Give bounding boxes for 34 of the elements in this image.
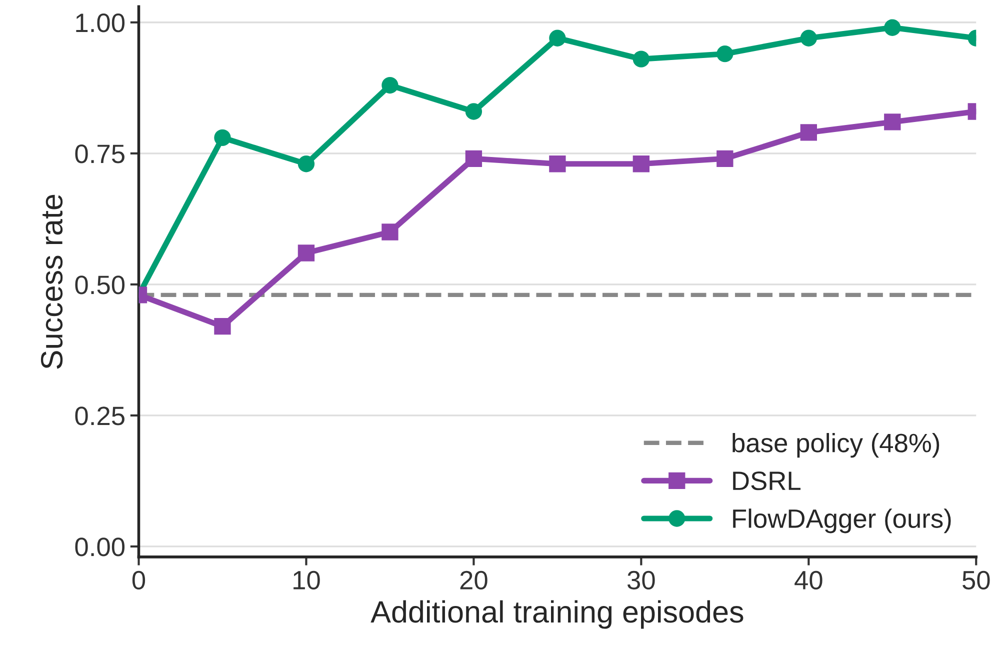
x-tick-label: 20	[460, 570, 488, 590]
legend-label: FlowDAgger (ours)	[733, 508, 951, 534]
point	[884, 114, 901, 130]
point	[465, 150, 482, 167]
point	[298, 244, 315, 262]
point	[632, 50, 650, 68]
y-axis-title: Success rate	[40, 194, 63, 369]
point	[716, 46, 734, 62]
point	[214, 129, 231, 146]
point	[800, 30, 817, 46]
x-tick-label: 40	[794, 570, 822, 590]
point	[382, 224, 398, 240]
y-tick-label: 0.25	[75, 406, 124, 426]
point	[465, 103, 482, 120]
x-tick-label: 30	[628, 570, 655, 590]
point	[884, 19, 901, 36]
y-tick-label: 1.00	[76, 14, 125, 32]
point	[382, 76, 398, 94]
point	[549, 30, 566, 46]
point	[298, 156, 315, 172]
x-tick-label: 0	[132, 570, 146, 590]
point	[716, 150, 734, 167]
point	[632, 156, 650, 172]
legend-label: DSRL	[733, 472, 800, 490]
x-axis-title: Additional training episodes	[370, 600, 744, 629]
point	[549, 156, 566, 172]
legend-label: base policy (48%)	[732, 433, 940, 458]
y-tick-label: 0.75	[75, 144, 124, 164]
point	[214, 318, 231, 335]
y-tick-label: 0.00	[75, 538, 125, 556]
point	[800, 124, 817, 141]
x-tick-label: 50	[962, 570, 990, 590]
y-tick-label: 0.50	[75, 276, 125, 294]
x-tick-label: 10	[294, 570, 320, 590]
